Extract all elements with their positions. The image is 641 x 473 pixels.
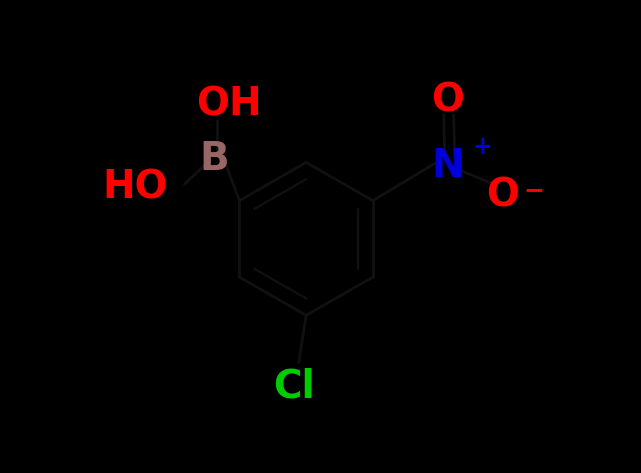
Text: HO: HO bbox=[102, 169, 167, 207]
Text: O: O bbox=[486, 176, 519, 214]
Text: OH: OH bbox=[196, 85, 262, 123]
Text: B: B bbox=[199, 140, 229, 178]
Text: O: O bbox=[431, 81, 464, 120]
Text: +: + bbox=[472, 135, 492, 159]
Text: Cl: Cl bbox=[273, 368, 315, 405]
Text: −: − bbox=[524, 178, 545, 202]
Text: N: N bbox=[431, 147, 464, 185]
